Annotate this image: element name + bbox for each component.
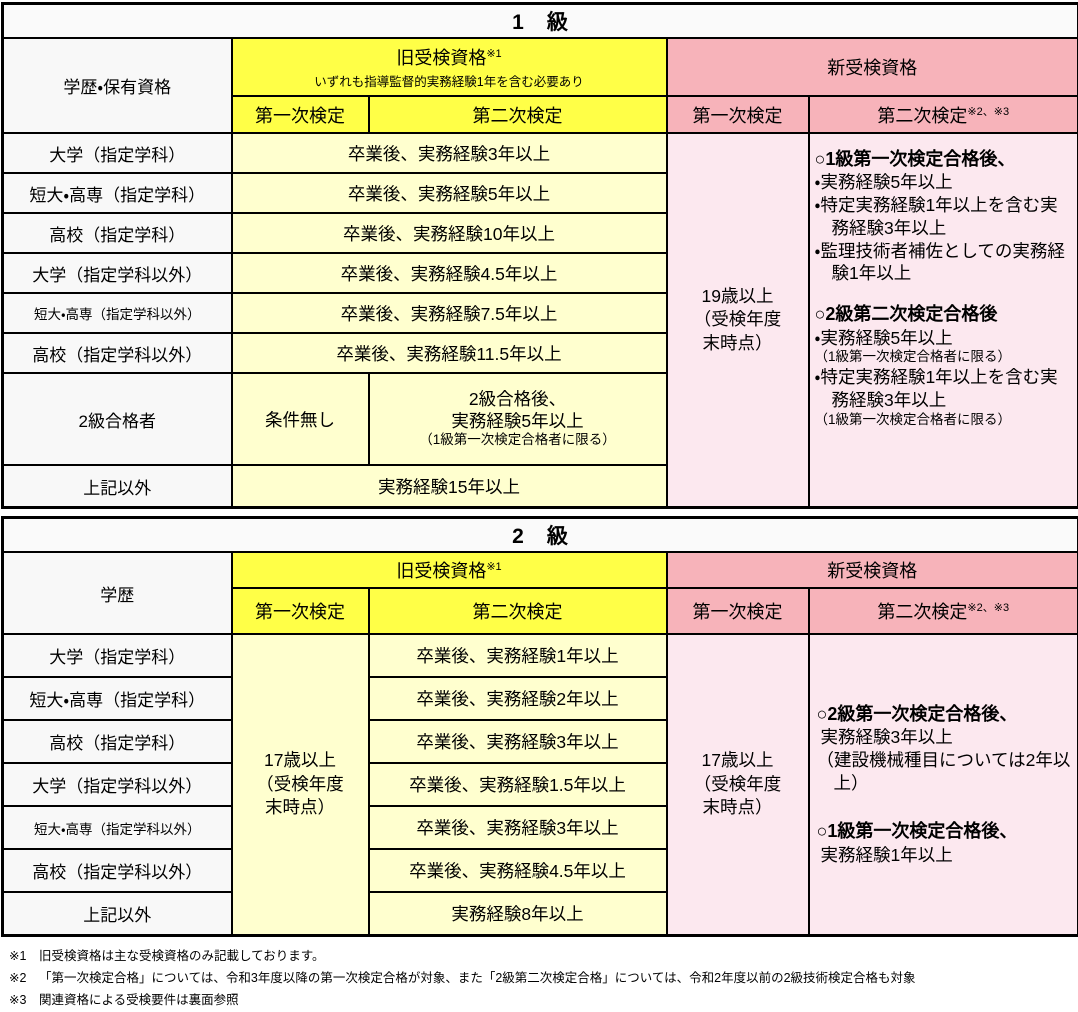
level1-new-second-exam-header: 第二次検定※2、※3 bbox=[809, 96, 1078, 133]
requirement-item: ・特定実務経験1年以上を含む実務経験3年以上 bbox=[815, 194, 1075, 240]
footnote-2: ※2 「第一次検定合格」については、令和3年度以降の第一次検定合格が対象、また「… bbox=[9, 968, 1073, 990]
requirement-item: （建設機械種目については2年以上） bbox=[817, 749, 1075, 795]
old-requirement: 卒業後、実務経験3年以上 bbox=[232, 133, 667, 173]
row-label: 上記以外 bbox=[3, 892, 232, 936]
row-label: 高校（指定学科） bbox=[3, 213, 232, 253]
level2-old-second-exam-header: 第二次検定 bbox=[369, 588, 667, 634]
group-title: ○1級第一次検定合格後、 bbox=[817, 820, 1075, 843]
old-qual-title: 旧受検資格 bbox=[396, 561, 486, 581]
footnote-text: 関連資格による受検要件は裏面参照 bbox=[39, 990, 239, 1012]
requirement-group: ○2級第二次検定合格後 ・実務経験5年以上 （1級第一次検定合格者に限る） ・特… bbox=[815, 303, 1075, 428]
level2-old-first-exam-header: 第一次検定 bbox=[232, 588, 369, 634]
row-label: 2級合格者 bbox=[3, 373, 232, 465]
level2-new-qualification-header: 新受検資格 bbox=[667, 552, 1078, 588]
requirement-text: 2級合格後、 実務経験5年以上 bbox=[370, 389, 666, 433]
old-requirement: 卒業後、実務経験7.5年以上 bbox=[232, 293, 667, 333]
row-label: 短大・高専（指定学科） bbox=[3, 677, 232, 720]
row-label: 大学（指定学科） bbox=[3, 634, 232, 677]
old-requirement: 卒業後、実務経験11.5年以上 bbox=[232, 333, 667, 373]
level2-old-qualification-header: 旧受検資格※1 bbox=[232, 552, 667, 588]
level1-new-second-requirement: ○1級第一次検定合格後、 ・実務経験5年以上 ・特定実務経験1年以上を含む実務経… bbox=[809, 133, 1078, 508]
old-requirement: 卒業後、実務経験10年以上 bbox=[232, 213, 667, 253]
level1-new-first-requirement: 19歳以上 （受検年度 末時点） bbox=[667, 133, 809, 508]
row-label: 短大・高専（指定学科以外） bbox=[3, 806, 232, 849]
row-label: 高校（指定学科以外） bbox=[3, 849, 232, 892]
footnote-text: 「第一次検定合格」については、令和3年度以降の第一次検定合格が対象、また「2級第… bbox=[39, 968, 916, 990]
level2-header-education: 学歴 bbox=[3, 552, 232, 634]
footnote-marker: ※3 bbox=[9, 990, 39, 1012]
new-second-footnote-ref: ※2、※3 bbox=[967, 602, 1009, 614]
row-label: 高校（指定学科） bbox=[3, 720, 232, 763]
level2-new-second-exam-header: 第二次検定※2、※3 bbox=[809, 588, 1078, 634]
old-requirement: 卒業後、実務経験4.5年以上 bbox=[369, 849, 667, 892]
old-requirement: 卒業後、実務経験2年以上 bbox=[369, 677, 667, 720]
level1-new-first-exam-header: 第一次検定 bbox=[667, 96, 809, 133]
new-second-footnote-ref: ※2、※3 bbox=[967, 106, 1009, 118]
new-qual-title: 新受検資格 bbox=[827, 58, 917, 78]
old-requirement: 卒業後、実務経験3年以上 bbox=[369, 806, 667, 849]
level1-old-second-exam-header: 第二次検定 bbox=[369, 96, 667, 133]
group-title: ○1級第一次検定合格後、 bbox=[815, 148, 1075, 171]
requirement-group: ○2級第一次検定合格後、 実務経験3年以上 （建設機械種目については2年以上） bbox=[817, 703, 1075, 795]
footnote-text: 旧受検資格は主な受検資格のみ記載しております。 bbox=[39, 946, 325, 968]
group-title: ○2級第二次検定合格後 bbox=[815, 303, 1075, 326]
old-requirement: 卒業後、実務経験5年以上 bbox=[232, 173, 667, 213]
old-qual-footnote-ref: ※1 bbox=[486, 561, 501, 573]
level2-table: 2 級 学歴 旧受検資格※1 新受検資格 第一次検定 第二次検定 第一次検定 第… bbox=[1, 516, 1078, 937]
level1-new-qualification-header: 新受検資格 bbox=[667, 38, 1078, 96]
row-label: 大学（指定学科以外） bbox=[3, 763, 232, 806]
footnotes: ※1 旧受検資格は主な受検資格のみ記載しております。 ※2 「第一次検定合格」に… bbox=[1, 937, 1077, 1012]
footnote-3: ※3 関連資格による受検要件は裏面参照 bbox=[9, 990, 1073, 1012]
requirement-item: ・監理技術者補佐としての実務経験1年以上 bbox=[815, 240, 1075, 286]
requirement-item: 実務経験1年以上 bbox=[817, 844, 1075, 867]
level2-new-first-requirement: 17歳以上 （受検年度 末時点） bbox=[667, 634, 809, 936]
old-first-requirement: 条件無し bbox=[232, 373, 369, 465]
requirement-note: （1級第一次検定合格者に限る） bbox=[370, 432, 666, 449]
new-second-title: 第二次検定 bbox=[877, 602, 967, 622]
level2-old-first-requirement: 17歳以上 （受検年度 末時点） bbox=[232, 634, 369, 936]
group-title: ○2級第一次検定合格後、 bbox=[817, 703, 1075, 726]
new-second-title: 第二次検定 bbox=[877, 106, 967, 126]
level2-new-first-exam-header: 第一次検定 bbox=[667, 588, 809, 634]
requirement-group: ○1級第一次検定合格後、 実務経験1年以上 bbox=[817, 820, 1075, 866]
old-requirement: 卒業後、実務経験4.5年以上 bbox=[232, 253, 667, 293]
level2-title: 2 級 bbox=[3, 518, 1078, 553]
old-requirement: 実務経験8年以上 bbox=[369, 892, 667, 936]
old-qual-footnote-ref: ※1 bbox=[486, 48, 501, 60]
requirement-group: ○1級第一次検定合格後、 ・実務経験5年以上 ・特定実務経験1年以上を含む実務経… bbox=[815, 148, 1075, 285]
requirement-item: ・実務経験5年以上 bbox=[815, 171, 1075, 194]
row-label: 短大・高専（指定学科以外） bbox=[3, 293, 232, 333]
old-requirement: 卒業後、実務経験1.5年以上 bbox=[369, 763, 667, 806]
requirement-note: （1級第一次検定合格者に限る） bbox=[815, 412, 1075, 429]
requirement-item: ・実務経験5年以上 bbox=[815, 327, 1075, 350]
footnote-marker: ※2 bbox=[9, 968, 39, 990]
requirement-item: ・特定実務経験1年以上を含む実務経験3年以上 bbox=[815, 366, 1075, 412]
old-requirement: 卒業後、実務経験3年以上 bbox=[369, 720, 667, 763]
level1-table: 1 級 学歴・保有資格 旧受検資格※1 いずれも指導監督的実務経験1年を含む必要… bbox=[1, 2, 1078, 509]
table-row: 大学（指定学科） 卒業後、実務経験3年以上 19歳以上 （受検年度 末時点） ○… bbox=[3, 133, 1078, 173]
table-row: 大学（指定学科） 17歳以上 （受検年度 末時点） 卒業後、実務経験1年以上 1… bbox=[3, 634, 1078, 677]
new-qual-title: 新受検資格 bbox=[827, 561, 917, 581]
requirement-note: （1級第一次検定合格者に限る） bbox=[815, 349, 1075, 366]
level1-old-qualification-header: 旧受検資格※1 いずれも指導監督的実務経験1年を含む必要あり bbox=[232, 38, 667, 96]
old-second-requirement: 2級合格後、 実務経験5年以上 （1級第一次検定合格者に限る） bbox=[369, 373, 667, 465]
row-label: 大学（指定学科以外） bbox=[3, 253, 232, 293]
row-label: 高校（指定学科以外） bbox=[3, 333, 232, 373]
old-qual-title: 旧受検資格 bbox=[396, 48, 486, 68]
row-label: 上記以外 bbox=[3, 465, 232, 508]
level2-new-second-requirement: ○2級第一次検定合格後、 実務経験3年以上 （建設機械種目については2年以上） … bbox=[809, 634, 1078, 936]
level1-title: 1 級 bbox=[3, 4, 1078, 39]
row-label: 短大・高専（指定学科） bbox=[3, 173, 232, 213]
level1-old-first-exam-header: 第一次検定 bbox=[232, 96, 369, 133]
old-qual-subtitle: いずれも指導監督的実務経験1年を含む必要あり bbox=[233, 71, 666, 90]
old-requirement: 実務経験15年以上 bbox=[232, 465, 667, 508]
footnote-marker: ※1 bbox=[9, 946, 39, 968]
old-requirement: 卒業後、実務経験1年以上 bbox=[369, 634, 667, 677]
row-label: 大学（指定学科） bbox=[3, 133, 232, 173]
footnote-1: ※1 旧受検資格は主な受検資格のみ記載しております。 bbox=[9, 946, 1073, 968]
level1-header-education: 学歴・保有資格 bbox=[3, 38, 232, 133]
requirement-item: 実務経験3年以上 bbox=[817, 726, 1075, 749]
